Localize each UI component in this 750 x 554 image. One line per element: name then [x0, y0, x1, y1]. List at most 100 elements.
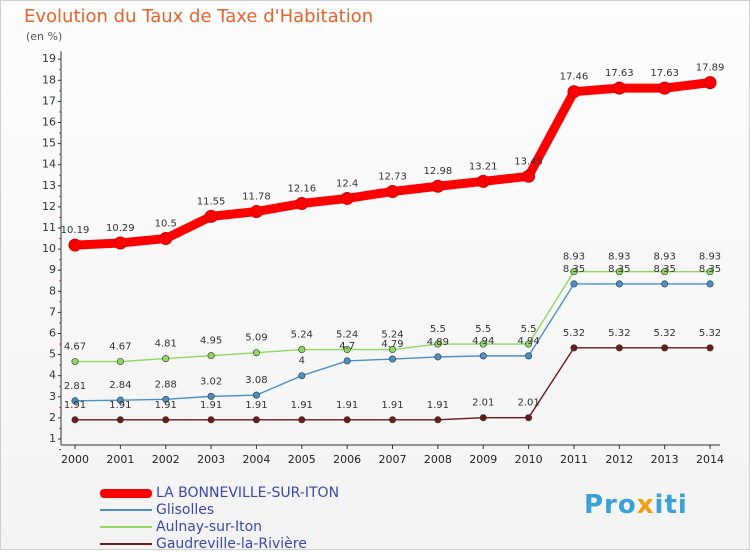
data-label: 5.24 [336, 330, 358, 341]
data-point [522, 169, 536, 183]
data-label: 8.35 [608, 264, 630, 275]
data-label: 4.95 [200, 336, 222, 347]
proxiti-logo: Proxiti [584, 490, 688, 520]
data-point [386, 184, 400, 198]
x-tick-label: 2000 [61, 453, 89, 466]
data-label: 2.81 [64, 381, 86, 392]
data-point [343, 416, 351, 424]
legend-label-aulnay: Aulnay-sur-Iton [156, 519, 263, 535]
data-label: 4.89 [427, 337, 449, 348]
data-point [661, 268, 669, 276]
data-label: 3.02 [200, 376, 222, 387]
data-label: 5.5 [521, 324, 537, 335]
y-tick-label: 1 [49, 432, 56, 445]
x-tick-label: 2002 [152, 453, 180, 466]
y-tick-label: 18 [42, 73, 56, 86]
x-tick-label: 2008 [424, 453, 452, 466]
chart-subtitle: (en %) [26, 30, 63, 43]
x-tick-label: 2010 [515, 453, 543, 466]
data-point [389, 355, 397, 363]
data-label: 8.93 [563, 252, 585, 263]
data-point [116, 358, 124, 366]
data-point [295, 197, 309, 211]
data-point [525, 340, 533, 348]
data-point [298, 416, 306, 424]
data-label: 1.91 [427, 400, 449, 411]
data-label: 8.35 [563, 264, 585, 275]
data-point [116, 416, 124, 424]
data-label: 4 [299, 356, 305, 367]
data-label: 5.09 [245, 333, 267, 344]
y-tick-label: 2 [49, 411, 56, 424]
y-tick-label: 11 [42, 221, 56, 234]
data-point [706, 268, 714, 276]
legend-swatch-bonneville [100, 489, 152, 498]
data-point [207, 352, 215, 360]
data-point [343, 357, 351, 365]
data-label: 13.45 [514, 156, 543, 167]
legend-swatch-glisolles [100, 509, 152, 511]
data-label: 2.01 [472, 398, 494, 409]
data-label: 8.93 [654, 252, 676, 263]
data-point [661, 344, 669, 352]
data-point [567, 85, 581, 99]
data-label: 5.24 [291, 330, 313, 341]
data-label: 8.35 [654, 264, 676, 275]
data-label: 4.67 [109, 342, 131, 353]
data-point [525, 414, 533, 422]
data-point [703, 76, 717, 90]
data-label: 17.46 [560, 72, 589, 83]
data-label: 1.91 [336, 400, 358, 411]
legend-swatch-aulnay [100, 526, 152, 528]
data-label: 5.32 [563, 328, 585, 339]
logo-x: x [636, 490, 655, 520]
y-tick-label: 5 [49, 348, 56, 361]
y-tick-label: 12 [42, 200, 56, 213]
data-label: 1.91 [109, 400, 131, 411]
data-label: 2.01 [517, 398, 539, 409]
y-tick-label: 9 [49, 263, 56, 276]
x-tick-label: 2004 [242, 453, 270, 466]
data-point [204, 209, 218, 223]
data-label: 4.81 [155, 339, 177, 350]
data-label: 5.24 [381, 330, 403, 341]
y-tick-label: 8 [49, 284, 56, 297]
data-point [159, 232, 173, 246]
x-tick-label: 2013 [651, 453, 679, 466]
x-tick-label: 2007 [379, 453, 407, 466]
data-label: 12.16 [287, 184, 316, 195]
x-tick-label: 2006 [333, 453, 361, 466]
data-label: 8.35 [699, 264, 721, 275]
data-label: 4.67 [64, 342, 86, 353]
data-point [661, 280, 669, 288]
data-label: 12.98 [424, 166, 453, 177]
data-label: 12.4 [336, 178, 358, 189]
data-label: 4.79 [381, 339, 403, 350]
data-label: 4.94 [472, 336, 494, 347]
chart-title: Evolution du Taux de Taxe d'Habitation [24, 6, 374, 27]
data-point [252, 416, 260, 424]
data-point [252, 349, 260, 357]
data-point [71, 416, 79, 424]
data-label: 5.32 [608, 328, 630, 339]
y-tick-label: 14 [42, 158, 56, 171]
data-point [706, 280, 714, 288]
data-point [476, 174, 490, 188]
x-tick-label: 2011 [560, 453, 588, 466]
data-label: 10.19 [61, 225, 90, 236]
data-point [343, 346, 351, 354]
legend-label-gaudreville: Gaudreville-la-Rivière [156, 536, 307, 552]
data-label: 4.7 [339, 341, 355, 352]
data-label: 1.91 [155, 400, 177, 411]
y-tick-label: 13 [42, 179, 56, 192]
x-tick-label: 2003 [197, 453, 225, 466]
x-tick-label: 2009 [469, 453, 497, 466]
data-point [615, 344, 623, 352]
data-point [68, 238, 82, 252]
data-point [207, 392, 215, 400]
y-tick-label: 16 [42, 116, 56, 129]
data-label: 2.88 [155, 379, 177, 390]
y-tick-label: 19 [42, 52, 56, 65]
data-point [162, 355, 170, 363]
